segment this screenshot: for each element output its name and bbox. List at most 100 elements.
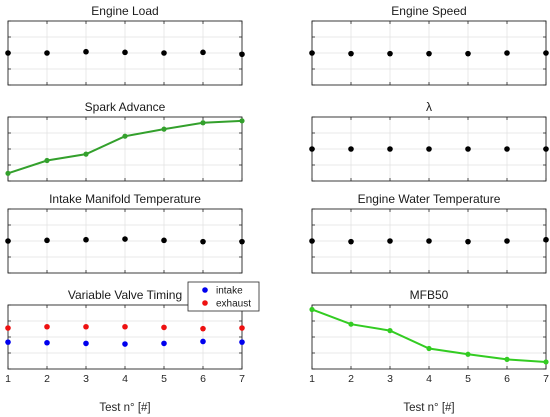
- chart-title: Intake Manifold Temperature: [49, 192, 201, 206]
- data-point: [387, 146, 393, 152]
- data-point-exhaust: [122, 323, 128, 330]
- data-point: [348, 146, 354, 152]
- data-point-intake: [5, 339, 11, 345]
- data-point: [504, 50, 510, 56]
- data-point: [465, 238, 471, 245]
- data-point: [387, 238, 393, 244]
- data-point-exhaust: [200, 325, 206, 332]
- data-point: [504, 238, 510, 244]
- data-point: [309, 238, 315, 244]
- data-point: [543, 50, 549, 56]
- x-tick-label: 7: [239, 373, 245, 385]
- chart-title: λ: [426, 100, 432, 114]
- chart-panel-6: Engine Water Temperature: [309, 192, 549, 274]
- x-tick-label: 1: [309, 373, 315, 385]
- legend-marker-intake: [202, 287, 208, 293]
- chart-panel-3: Spark Advance: [5, 100, 245, 182]
- data-point: [5, 238, 11, 244]
- axes-box: [7, 116, 243, 182]
- data-point: [122, 49, 128, 56]
- x-tick-label: 6: [200, 373, 206, 385]
- data-point: [426, 146, 432, 152]
- x-tick-label: 5: [465, 373, 471, 385]
- data-point: [504, 356, 510, 362]
- data-point: [309, 146, 315, 152]
- data-point: [426, 345, 432, 352]
- data-point: [83, 151, 89, 157]
- data-point: [239, 238, 245, 245]
- data-point: [426, 238, 432, 244]
- data-point-intake: [44, 339, 50, 346]
- x-tick-label: 1: [5, 373, 11, 385]
- data-point-exhaust: [83, 323, 89, 330]
- x-tick-label: 2: [44, 373, 50, 385]
- data-point: [348, 321, 354, 327]
- x-tick-label: 3: [83, 373, 89, 385]
- data-point: [426, 50, 432, 57]
- x-tick-label: 5: [161, 373, 167, 385]
- chart-panel-2: Engine Speed: [309, 4, 549, 86]
- legend-label-exhaust: exhaust: [216, 299, 251, 310]
- chart-title: MFB50: [410, 288, 449, 302]
- data-point: [200, 49, 206, 56]
- data-point: [161, 126, 167, 132]
- legend-box: [187, 281, 260, 312]
- axes-box: [311, 304, 547, 370]
- data-point-intake: [161, 340, 167, 347]
- axes-box: [7, 304, 243, 370]
- data-point: [83, 236, 89, 243]
- chart-panel-8: MFB50 1 2 3 4 5 6 7 Test n° [#]: [309, 288, 549, 414]
- data-point: [387, 50, 393, 57]
- data-point-intake: [239, 339, 245, 345]
- data-point-exhaust: [239, 325, 245, 331]
- data-point: [83, 48, 89, 55]
- x-tick-label: 3: [387, 373, 393, 385]
- data-point: [200, 238, 206, 245]
- data-point-intake: [122, 341, 128, 347]
- legend-marker-exhaust: [202, 300, 208, 306]
- x-tick-label: 2: [348, 373, 354, 385]
- x-tick-label: 4: [122, 373, 128, 385]
- data-point: [504, 146, 510, 152]
- x-axis-label: Test n° [#]: [403, 402, 454, 414]
- data-point-exhaust: [5, 325, 11, 331]
- legend: intake exhaust: [187, 281, 260, 312]
- legend-label-intake: intake: [216, 286, 243, 297]
- data-point: [200, 120, 206, 126]
- chart-title: Engine Load: [91, 4, 158, 18]
- data-point: [161, 50, 167, 56]
- data-point: [465, 50, 471, 57]
- data-point-intake: [83, 340, 89, 347]
- data-point-intake: [200, 338, 206, 345]
- chart-panel-7: Variable Valve Timing 1 2 3 4 5 6 7 Test n° [#] i…: [5, 281, 260, 414]
- chart-panel-1: Engine Load: [5, 4, 245, 86]
- x-tick-label: 6: [504, 373, 510, 385]
- x-tick-label: 4: [426, 373, 432, 385]
- data-point: [387, 328, 393, 334]
- data-point: [543, 359, 549, 365]
- data-point: [465, 146, 471, 152]
- data-point: [239, 51, 245, 58]
- x-axis-label: Test n° [#]: [99, 402, 150, 414]
- chart-title: Engine Speed: [391, 4, 466, 18]
- data-point: [348, 50, 354, 57]
- data-point: [465, 351, 471, 357]
- data-point: [348, 238, 354, 245]
- data-point: [5, 50, 11, 56]
- data-point-exhaust: [44, 323, 50, 330]
- data-point: [44, 157, 50, 164]
- data-point: [122, 133, 128, 139]
- chart-panel-4: λ: [309, 100, 549, 182]
- chart-title: Spark Advance: [85, 100, 166, 114]
- data-point: [543, 146, 549, 152]
- data-point: [543, 236, 549, 243]
- data-point: [309, 306, 315, 313]
- data-point: [161, 237, 167, 244]
- x-tick-label: 7: [543, 373, 549, 385]
- data-point: [309, 50, 315, 56]
- chart-title: Engine Water Temperature: [358, 192, 501, 206]
- data-point: [44, 50, 50, 56]
- data-point-exhaust: [161, 324, 167, 331]
- data-point: [44, 237, 50, 244]
